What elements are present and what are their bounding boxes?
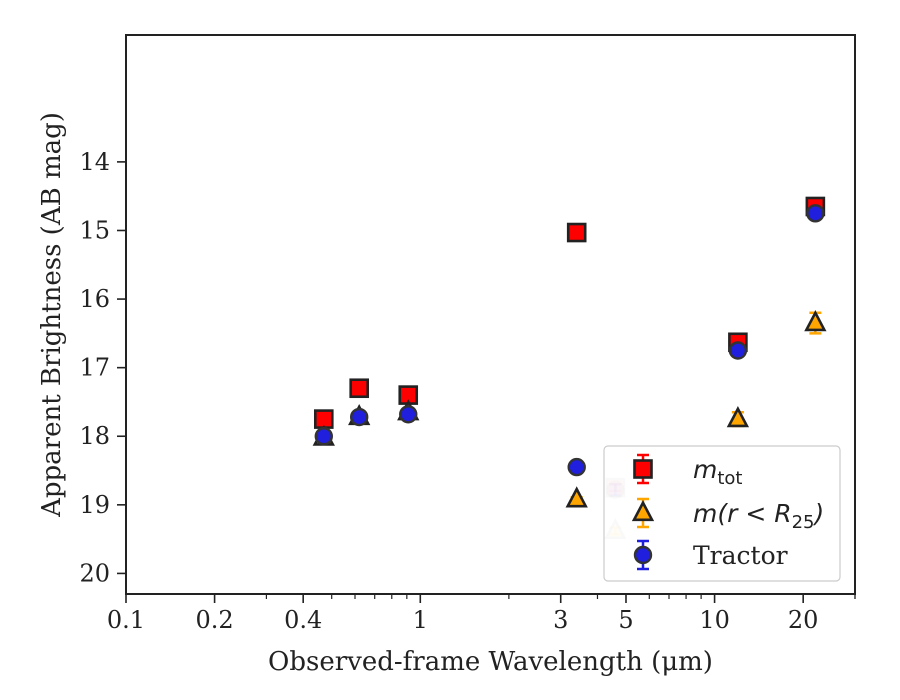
- y-tick-label: 14: [79, 148, 110, 176]
- y-tick-label: 19: [79, 491, 110, 519]
- data-point-square: [566, 222, 587, 243]
- legend-label: mtot: [693, 455, 743, 489]
- data-point-circle: [399, 405, 418, 424]
- y-tick-label: 17: [79, 354, 110, 382]
- x-axis-label: Observed-frame Wavelength (μm): [268, 647, 713, 677]
- x-tick-label: 1: [413, 606, 428, 634]
- x-tick-label: 0.2: [196, 606, 234, 634]
- legend-marker-triangle: [631, 499, 655, 522]
- y-axis: 14 15 16 17 18 19 20: [79, 148, 126, 587]
- legend-label: Tractor: [693, 541, 788, 570]
- y-tick-label: 16: [79, 285, 110, 313]
- legend-marker-circle: [633, 545, 653, 565]
- x-tick-label: 20: [788, 606, 819, 634]
- data-point-circle: [349, 407, 369, 427]
- y-tick-label: 15: [79, 216, 110, 244]
- y-axis-label: Apparent Brightness (AB mag): [37, 112, 67, 518]
- x-tick-label: 10: [699, 606, 730, 634]
- y-tick-label: 20: [79, 559, 110, 587]
- y-tick-label: 18: [79, 422, 110, 450]
- x-axis: 0.1 0.2 0.4 1 3 5 10 20: [107, 594, 856, 634]
- x-tick-label: 5: [618, 606, 633, 634]
- legend-label: m(r < R25): [693, 499, 824, 533]
- data-point-square: [349, 378, 369, 399]
- plot-area: [312, 196, 827, 540]
- data-point-circle: [806, 204, 825, 223]
- data-point-circle: [728, 341, 748, 360]
- data-point-circle: [314, 427, 333, 446]
- plot-frame: [125, 34, 856, 595]
- data-point-circle: [567, 457, 586, 477]
- data-point-triangle: [804, 310, 827, 332]
- legend-marker-square: [633, 459, 653, 479]
- x-tick-label: 3: [553, 606, 568, 634]
- data-point-triangle: [565, 486, 588, 508]
- x-tick-label: 0.4: [284, 606, 322, 634]
- legend: mtot m(r < R25) Tractor: [603, 445, 841, 582]
- x-tick-label: 0.1: [107, 606, 145, 634]
- legend-box: [603, 445, 841, 582]
- data-point-triangle: [726, 406, 750, 428]
